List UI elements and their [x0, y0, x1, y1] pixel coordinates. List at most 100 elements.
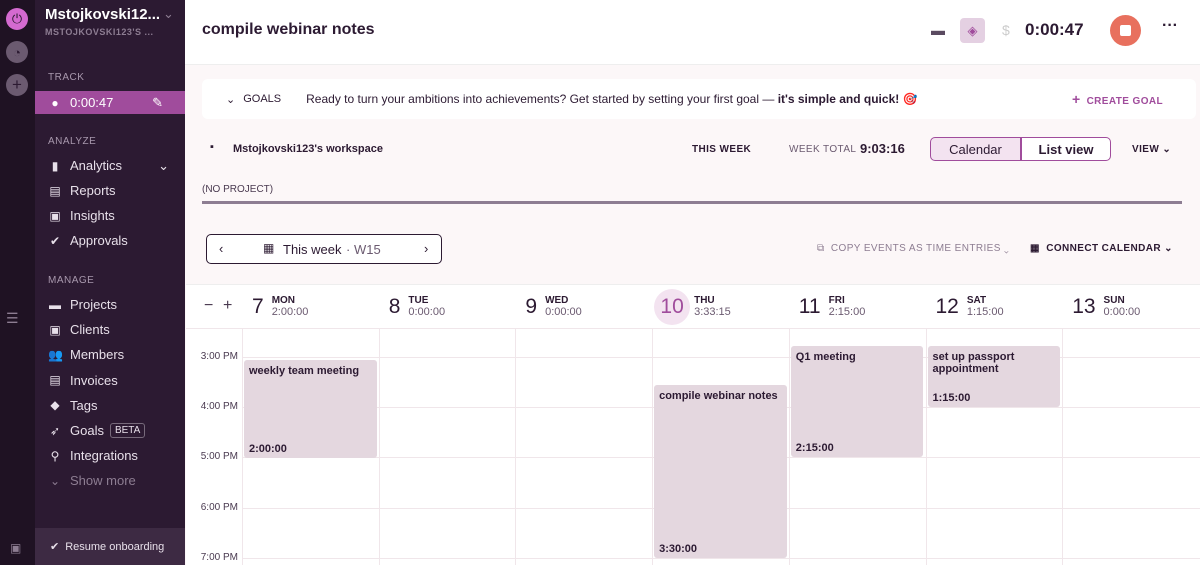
goals-message: Ready to turn your ambitions into achiev… [306, 92, 917, 106]
list-view-tab[interactable]: List view [1021, 137, 1111, 161]
billable-icon[interactable]: $ [1002, 22, 1010, 38]
day-number: 9 [525, 294, 538, 318]
collapse-icon[interactable]: ☰ [6, 310, 19, 326]
sidebar-item-label: Members [70, 347, 125, 363]
sidebar-item-projects[interactable]: ▬ Projects [35, 293, 185, 316]
entry-description[interactable]: compile webinar notes [202, 21, 375, 38]
goals-banner: ⌄ GOALS Ready to turn your ambitions int… [202, 79, 1196, 119]
sidebar-item-label: Approvals [70, 233, 128, 248]
connect-calendar-button[interactable]: ▦ CONNECT CALENDAR ⌄ [1030, 243, 1173, 254]
time-entry-event[interactable]: compile webinar notes 3:30:00 [654, 384, 787, 559]
invoice-icon: ▤ [49, 373, 61, 388]
hour-label: 7:00 PM [200, 551, 238, 563]
view-dropdown[interactable]: VIEW ⌄ [1132, 144, 1172, 155]
goals-bold: it's simple and quick! [777, 92, 900, 106]
gift-icon[interactable]: ▣ [10, 541, 22, 555]
event-title: compile webinar notes [659, 389, 778, 402]
sidebar-item-tags[interactable]: ◆ Tags [35, 394, 185, 417]
day-name: FRI [828, 295, 845, 306]
more-icon[interactable]: ··· [1162, 17, 1178, 34]
sidebar-item-label: Tags [70, 397, 98, 413]
zoom-in-button[interactable]: + [223, 297, 233, 314]
time-entry-event[interactable]: weekly team meeting 2:00:00 [244, 359, 377, 458]
sidebar-item-invoices[interactable]: ▤ Invoices [35, 369, 185, 392]
chevron-down-icon[interactable]: ⌄ [163, 6, 174, 21]
day-total: 1:15:00 [966, 306, 1004, 318]
event-title: set up passport appointment [932, 350, 1015, 375]
sidebar-item-timer[interactable]: ● 0:00:47 ✎ [35, 91, 185, 114]
zoom-out-button[interactable]: − [204, 297, 214, 314]
stop-button[interactable] [1110, 15, 1141, 46]
calendar-tab[interactable]: Calendar [930, 137, 1021, 161]
day-name: MON [271, 295, 296, 306]
day-number: 12 [935, 294, 959, 318]
chart-icon: ▮ [51, 158, 59, 173]
plus-icon: + [1071, 91, 1081, 107]
day-number: 10 [654, 288, 691, 325]
next-week-button[interactable]: › [424, 241, 429, 256]
folder-icon[interactable]: ▬ [931, 22, 945, 38]
sidebar-item-label: Insights [70, 208, 115, 223]
sidebar-item-goals[interactable]: ➶ Goals BETA [35, 419, 185, 442]
workspace-name[interactable]: Mstojkovski12... [45, 6, 161, 23]
sidebar-item-show-more[interactable]: ⌄ Show more [35, 469, 185, 492]
sidebar-item-clients[interactable]: ▣ Clients [35, 318, 185, 341]
sidebar-item-members[interactable]: 👥 Members [35, 343, 185, 366]
sidebar-item-reports[interactable]: ▤ Reports [35, 179, 185, 202]
day-info: TUE 0:00:00 [408, 295, 445, 318]
copy-events-button[interactable]: ⧉ COPY EVENTS AS TIME ENTRIES ⌄ [817, 243, 1010, 254]
create-goal-button[interactable]: + CREATE GOAL [1072, 91, 1163, 107]
stop-icon [1120, 25, 1131, 36]
day-divider [1062, 328, 1064, 565]
create-goal-label: CREATE GOAL [1086, 96, 1163, 107]
day-info: SUN 0:00:00 [1104, 295, 1141, 318]
week-number: · W15 [346, 242, 381, 257]
prev-week-button[interactable]: ‹ [219, 241, 224, 256]
sidebar-item-label: Invoices [70, 372, 118, 388]
calendar-icon: ▦ [263, 241, 275, 255]
sidebar-item-approvals[interactable]: ✔ Approvals [35, 229, 185, 252]
week-label[interactable]: This week [283, 242, 342, 257]
hour-label: 6:00 PM [200, 501, 238, 513]
workspace-label: Mstojkovski123's workspace [233, 143, 383, 155]
time-entry-event[interactable]: Q1 meeting 2:15:00 [790, 345, 924, 457]
day-info: FRI 2:15:00 [829, 295, 866, 318]
tag-icon: ◆ [50, 398, 60, 413]
day-divider [515, 328, 517, 565]
sidebar-item-analytics[interactable]: ▮ Analytics ⌄ [35, 154, 185, 177]
section-manage: MANAGE [48, 275, 95, 286]
report-icon: ▤ [49, 183, 61, 198]
sidebar-item-label: Goals [70, 423, 104, 438]
edit-icon[interactable]: ✎ [152, 94, 163, 110]
power-icon[interactable]: ⏻ [6, 8, 28, 30]
chevron-down-icon[interactable]: ⌄ [158, 157, 169, 173]
clock-icon: ● [51, 95, 59, 110]
header-divider [186, 328, 1200, 329]
clock-icon[interactable]: ◔ [6, 41, 28, 63]
resume-label: Resume onboarding [65, 540, 165, 553]
sidebar: Mstojkovski12... MSTOJKOVSKI123'S ... ⌄ … [35, 0, 185, 565]
resume-onboarding-button[interactable]: ✔ Resume onboarding [35, 528, 185, 565]
calendar-grid: − + 7 MON 2:00:00 8 TUE 0:00:00 9 WED 0:00:00 10 T… [186, 284, 1200, 565]
sidebar-item-label: Show more [70, 473, 136, 489]
sidebar-item-integrations[interactable]: ⚲ Integrations [35, 444, 185, 467]
this-week-label[interactable]: THIS WEEK [692, 144, 752, 155]
day-name: TUE [408, 295, 429, 306]
day-header-mon: 7 MON 2:00:00 [252, 285, 308, 328]
time-entry-event[interactable]: set up passport appointment 1:15:00 [927, 345, 1061, 407]
hour-label: 3:00 PM [200, 351, 238, 362]
day-number: 13 [1072, 294, 1096, 318]
day-info: MON 2:00:00 [272, 295, 309, 318]
add-icon[interactable]: + [6, 74, 28, 96]
goals-label[interactable]: GOALS [243, 93, 282, 105]
day-total: 0:00:00 [545, 306, 582, 318]
tag-icon[interactable]: ◈ [960, 18, 985, 43]
rocket-icon: ➶ [49, 423, 61, 438]
sidebar-item-insights[interactable]: ▣ Insights [35, 204, 185, 227]
day-info: SAT 1:15:00 [967, 295, 1004, 318]
chevron-down-icon[interactable]: ⌄ [226, 93, 236, 106]
check-icon: ✔ [50, 541, 60, 553]
check-icon: ✔ [49, 233, 61, 248]
project-label: (NO PROJECT) [202, 184, 274, 195]
day-total: 0:00:00 [408, 306, 446, 318]
